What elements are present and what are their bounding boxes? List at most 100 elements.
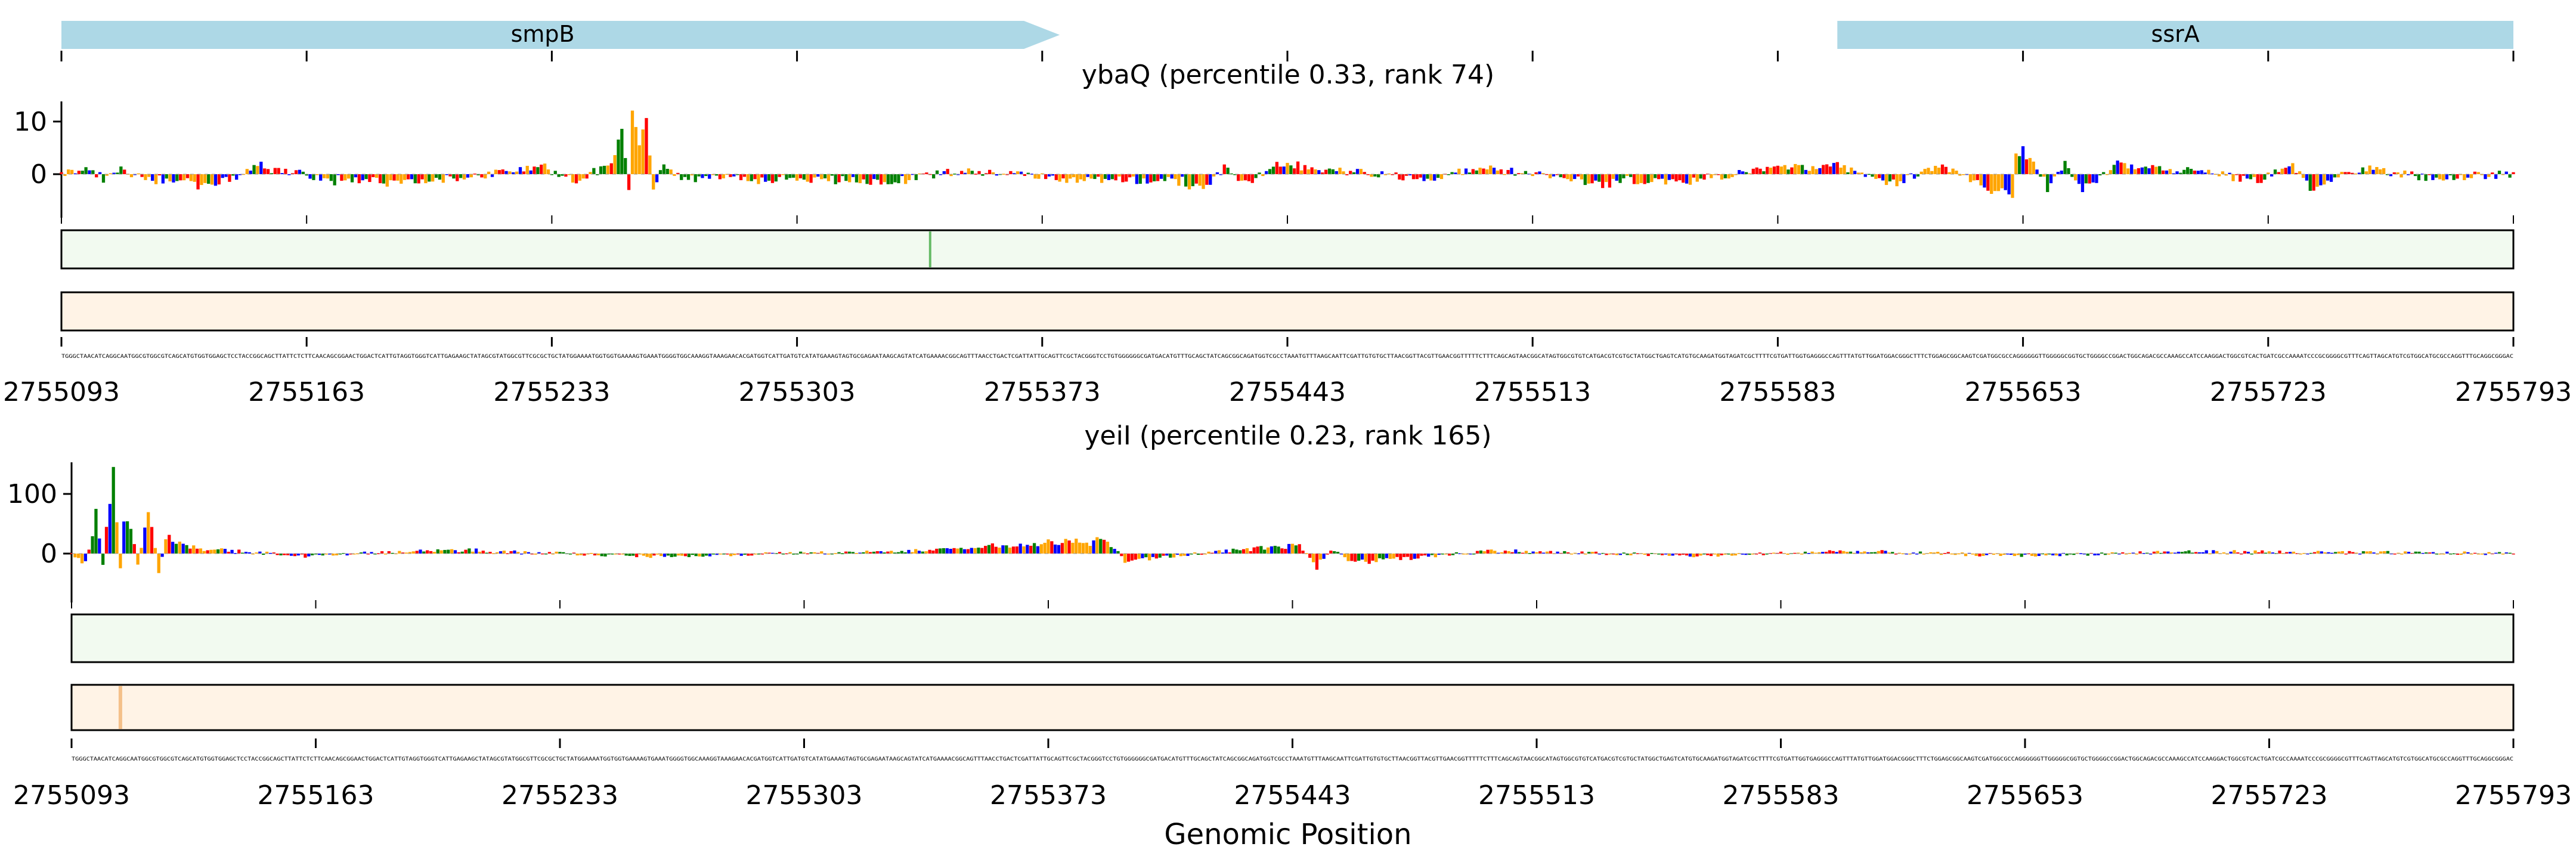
logo-bar: [1447, 174, 1450, 175]
logo-bar: [2028, 157, 2032, 174]
logo-bar: [1884, 174, 1888, 186]
logo-bar: [398, 551, 401, 554]
logo-bar: [396, 174, 400, 181]
logo-bar: [2512, 554, 2515, 555]
logo-bar: [1273, 545, 1277, 554]
logo-bar: [939, 548, 942, 554]
logo-bar: [1054, 174, 1058, 180]
logo-bar: [389, 174, 392, 181]
logo-bar: [536, 167, 540, 174]
logo-bar: [2069, 554, 2072, 555]
logo-bar: [2186, 167, 2190, 174]
logo-bar: [841, 553, 844, 554]
logo-bar: [1280, 548, 1284, 554]
logo-bar: [2270, 174, 2274, 177]
logo-bar: [1507, 551, 1510, 554]
logo-bar: [2070, 174, 2074, 177]
logo-bar: [2298, 171, 2302, 174]
logo-bar: [2291, 163, 2295, 174]
logo-bar: [305, 174, 308, 176]
logo-bar: [1762, 171, 1766, 174]
logo-bar: [2278, 551, 2281, 554]
logo-bar: [1692, 554, 1695, 558]
logo-bar: [502, 551, 506, 554]
logo-bar: [1321, 172, 1324, 174]
logo-bar: [2463, 174, 2466, 181]
logo-bar: [1051, 174, 1055, 176]
logo-bar: [1116, 551, 1120, 554]
logo-bar: [921, 551, 925, 554]
x-tick-label: 2755093: [13, 780, 130, 811]
logo-bar: [666, 554, 670, 556]
logo-bar: [406, 174, 410, 180]
logo-bar: [555, 551, 558, 554]
logo-bar: [760, 174, 764, 178]
logo-bar: [336, 174, 340, 175]
logo-bar: [2504, 552, 2508, 554]
logo-bar: [568, 554, 572, 555]
logo-bar: [426, 550, 429, 554]
logo-bar: [304, 554, 307, 558]
logo-bar: [1528, 553, 1531, 554]
logo-bar: [1974, 554, 1978, 556]
logo-bar: [1933, 552, 1936, 554]
logo-bar: [541, 553, 544, 555]
logo-bar: [1075, 538, 1078, 554]
logo-bar: [858, 174, 862, 184]
logo-bar: [1287, 543, 1291, 554]
logo-bar: [1145, 174, 1149, 184]
gene-arrow-smpB: [61, 21, 1060, 49]
logo-bar: [798, 174, 803, 178]
logo-bar: [736, 554, 739, 555]
logo-bar: [2355, 552, 2358, 554]
logo-bar: [711, 554, 716, 555]
logo-bar: [349, 554, 352, 555]
logo-bar: [1275, 162, 1279, 174]
logo-bar: [1182, 554, 1186, 556]
logo-bar: [1107, 174, 1111, 180]
logo-bar: [1163, 174, 1167, 181]
logo-bar: [2201, 552, 2205, 554]
logo-bar: [1416, 554, 1420, 559]
logo-bar: [1555, 174, 1559, 175]
logo-bar: [478, 551, 482, 554]
logo-bar: [546, 169, 550, 174]
logo-bar: [1981, 554, 1985, 556]
logo-bar: [2386, 551, 2390, 554]
logo-bar: [2428, 552, 2432, 554]
logo-bar: [101, 554, 105, 565]
logo-bar: [1618, 554, 1623, 555]
logo-bar: [2032, 161, 2035, 174]
logo-bar: [1058, 174, 1061, 182]
logo-bar: [946, 169, 949, 174]
logo-bar: [607, 554, 611, 555]
logo-bar: [736, 174, 739, 175]
logo-bar: [757, 554, 761, 555]
logo-bar: [298, 169, 302, 174]
logo-bar: [265, 551, 269, 554]
logo-bar: [202, 551, 206, 554]
logo-bar: [532, 166, 536, 174]
logo-bar: [1939, 554, 1943, 555]
logo-bar: [411, 551, 415, 554]
logo-bar: [558, 552, 562, 554]
logo-bar: [2442, 554, 2445, 555]
logo-bar: [1674, 554, 1678, 555]
logo-bar: [2168, 169, 2172, 174]
logo-bar: [2508, 552, 2512, 554]
logo-bar: [1874, 174, 1878, 179]
logo-bar: [464, 549, 467, 554]
logo-bar: [747, 554, 750, 556]
logo-bar: [513, 550, 516, 554]
logo-bar: [1786, 554, 1789, 555]
logo-bar: [708, 174, 711, 179]
logo-bar: [2329, 174, 2333, 182]
logo-bar: [660, 554, 663, 557]
logo-bar: [806, 174, 809, 182]
logo-bar: [2055, 554, 2058, 556]
logo-bar: [2372, 552, 2376, 554]
logo-bar: [178, 541, 181, 554]
logo-bar: [578, 174, 582, 181]
logo-bar: [443, 549, 447, 554]
logo-bar: [571, 174, 575, 183]
